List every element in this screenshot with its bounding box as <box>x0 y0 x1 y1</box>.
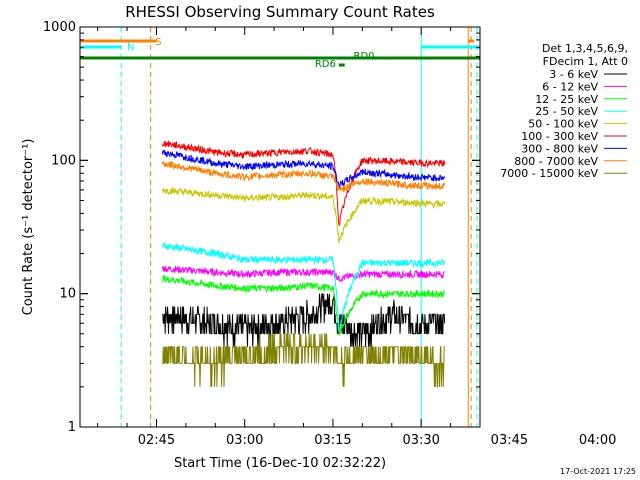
series-line <box>161 140 446 227</box>
series-layer <box>161 140 446 388</box>
y-tick-label: 100 <box>51 153 76 168</box>
y-axis-label: Count Rate (s⁻¹ detector⁻¹) <box>21 139 36 316</box>
legend-label: 6 - 12 keV <box>542 80 598 93</box>
x-axis-label: Start Time (16-Dec-10 02:32:22) <box>174 456 386 471</box>
x-tick-label: 03:00 <box>226 433 263 448</box>
legend-header-line-1: Det 1,3,4,5,6,9, <box>542 42 628 55</box>
legend-label: 50 - 100 keV <box>528 118 598 131</box>
flag-label: RD0 <box>354 51 375 62</box>
legend-label: 12 - 25 keV <box>535 93 598 106</box>
plot-frame <box>79 26 481 428</box>
axes-layer: 1 10 100 1000 02:45 03:00 03:15 03:30 03:45 04:00 <box>43 20 616 448</box>
legend-label: 7000 - 15000 keV <box>500 167 598 180</box>
series-line <box>162 293 446 347</box>
series-line <box>161 149 445 189</box>
series-line <box>161 275 445 337</box>
y-tick-label: 1000 <box>43 20 76 35</box>
flags-layer: S N RD0 RD6 <box>80 37 480 70</box>
legend-label: 300 - 800 keV <box>521 142 598 155</box>
x-tick-label: 02:45 <box>138 433 175 448</box>
x-tick-label: 03:15 <box>314 433 351 448</box>
chart-title: RHESSI Observing Summary Count Rates <box>125 3 435 21</box>
y-tick-label: 1 <box>68 420 76 435</box>
legend-label: 25 - 50 keV <box>535 105 598 118</box>
vertical-markers-layer <box>79 27 478 427</box>
x-tick-label: 03:45 <box>491 433 528 448</box>
legend-label: 3 - 6 keV <box>549 68 598 81</box>
series-line <box>162 333 445 388</box>
flag-label: S <box>155 37 161 48</box>
series-line <box>161 186 446 243</box>
legend-header-line-2: FDecim 1, Att 0 <box>543 55 628 68</box>
series-line <box>161 160 446 193</box>
x-tick-label: 04:00 <box>579 433 616 448</box>
x-tick-label: 03:30 <box>402 433 439 448</box>
y-tick-label: 10 <box>59 287 76 302</box>
footer-timestamp: 17-Oct-2021 17:25 <box>560 467 636 476</box>
flag-label: N <box>127 42 134 53</box>
series-line <box>161 265 446 283</box>
legend-label: 800 - 7000 keV <box>514 155 598 168</box>
legend-label: 100 - 300 keV <box>521 130 598 143</box>
series-line <box>161 241 446 333</box>
flag-label: RD6 <box>315 59 336 70</box>
